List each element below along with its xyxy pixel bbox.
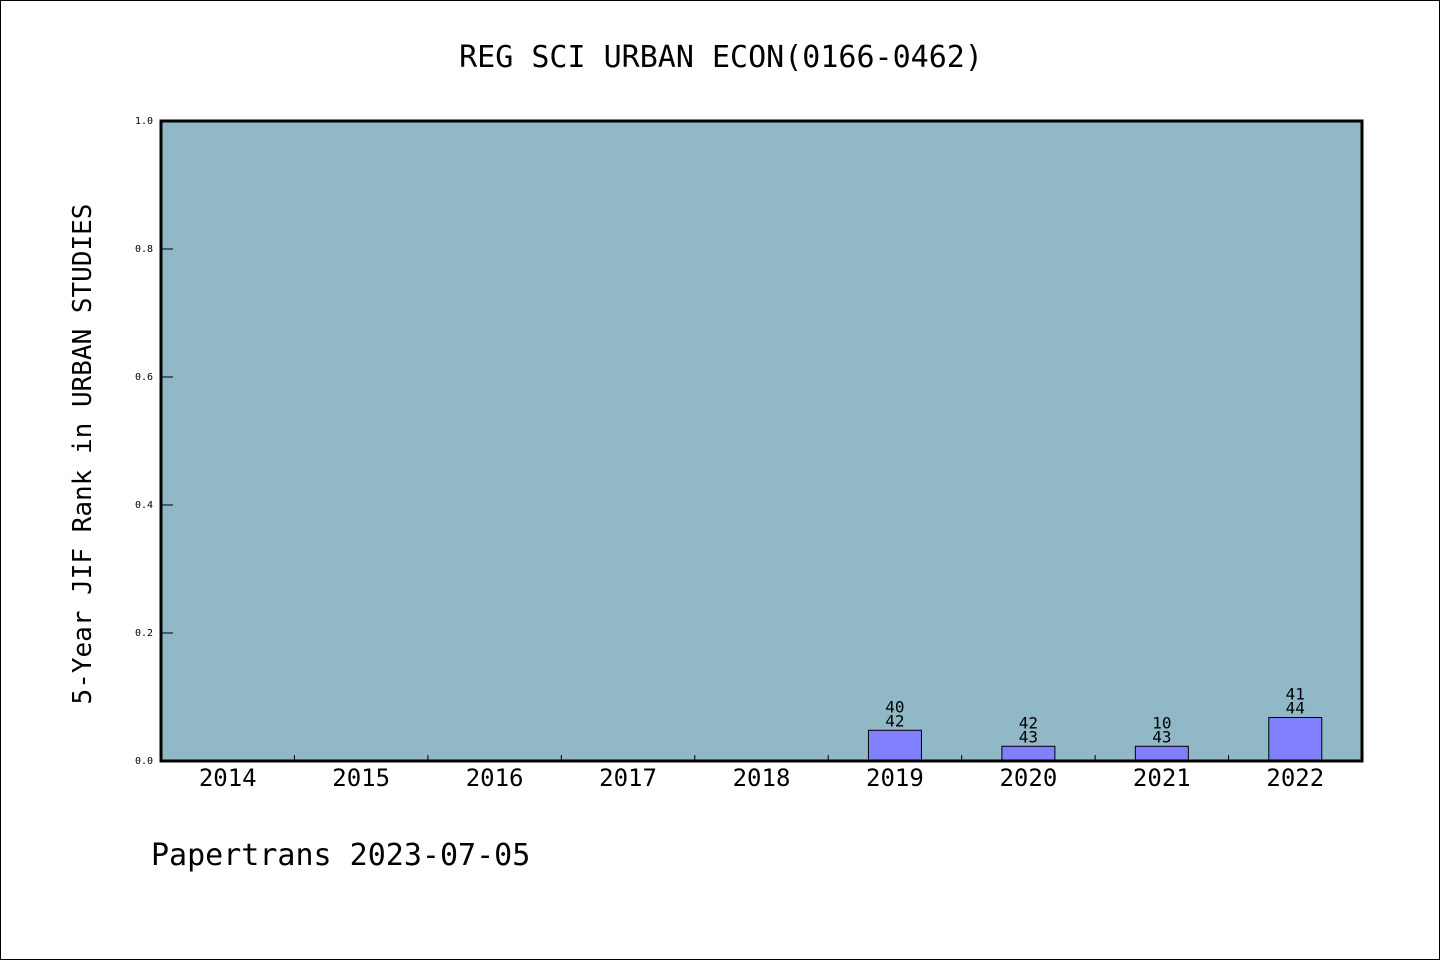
bar-rank-label-2020: 42 xyxy=(1019,713,1038,732)
y-tick-label-0: 0.0 xyxy=(135,756,153,767)
bar-rank-label-2019: 40 xyxy=(885,697,904,716)
x-ticks-group: 2014 2015 2016 2017 2018 2019 2020 2021 2022 xyxy=(199,755,1324,792)
bar-rank-label-2021: 10 xyxy=(1152,713,1171,732)
x-tick-label-2017: 2017 xyxy=(599,764,657,792)
y-tick-label-5: 1.0 xyxy=(135,116,153,127)
x-tick-label-2020: 2020 xyxy=(999,764,1057,792)
x-tick-label-2018: 2018 xyxy=(733,764,791,792)
y-tick-label-1: 0.2 xyxy=(135,628,153,639)
bar-2021 xyxy=(1134,745,1189,762)
x-tick-label-2022: 2022 xyxy=(1266,764,1324,792)
plot-border xyxy=(159,119,1364,763)
bar-total-label-2021: 43 xyxy=(1152,727,1171,746)
footer-caption: Papertrans 2023-07-05 xyxy=(151,838,530,873)
chart-title: REG SCI URBAN ECON(0166-0462) xyxy=(459,40,983,75)
y-tick-label-4: 0.8 xyxy=(135,244,153,255)
x-tick-label-2019: 2019 xyxy=(866,764,924,792)
y-axis-label: 5-Year JIF Rank in URBAN STUDIES xyxy=(68,204,98,705)
y-tick-label-3: 0.6 xyxy=(135,372,153,383)
plot-area xyxy=(161,121,1362,761)
x-tick-label-2014: 2014 xyxy=(199,764,257,792)
bar-2020 xyxy=(1001,745,1056,762)
bar-total-label-2019: 42 xyxy=(885,711,904,730)
y-tick-label-2: 0.4 xyxy=(135,500,153,511)
bar-2022 xyxy=(1268,716,1323,762)
x-tick-label-2021: 2021 xyxy=(1133,764,1191,792)
bar-rank-label-2022: 41 xyxy=(1286,684,1305,703)
bar-total-label-2020: 43 xyxy=(1019,727,1038,746)
bar-2019 xyxy=(867,729,922,762)
bar-total-label-2022: 44 xyxy=(1286,698,1305,717)
x-tick-label-2016: 2016 xyxy=(466,764,524,792)
x-tick-label-2015: 2015 xyxy=(332,764,390,792)
bars-group xyxy=(867,716,1323,762)
